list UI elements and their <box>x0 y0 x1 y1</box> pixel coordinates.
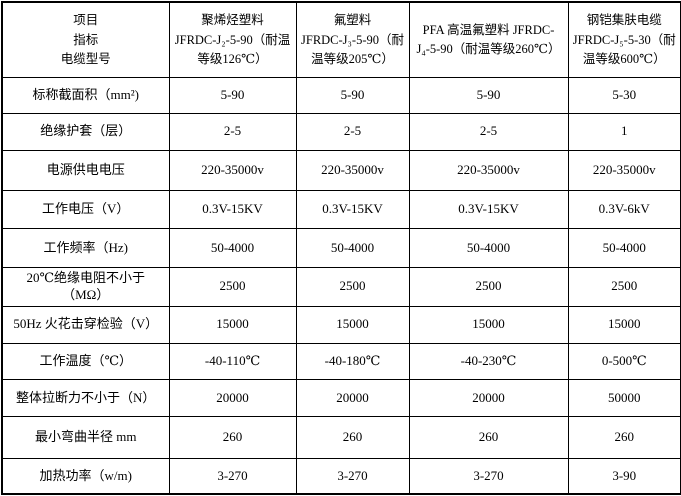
table-row: 工作频率（Hz) 50-4000 50-4000 50-4000 50-4000 <box>1 228 681 269</box>
table-row: 电源供电电压 220-35000v 220-35000v 220-35000v … <box>1 149 681 191</box>
table-row: 50Hz 火花击穿检验（V） 15000 15000 15000 15000 <box>1 305 681 344</box>
value-cell: 50-4000 <box>408 228 569 269</box>
table-row: 绝缘护套（层） 2-5 2-5 2-5 1 <box>1 112 681 151</box>
value-cell: 20000 <box>295 378 410 418</box>
row-label: 20℃绝缘电阻不小于 （MΩ） <box>1 267 170 307</box>
value-cell: 50-4000 <box>295 228 410 269</box>
value-cell: 3-90 <box>567 458 681 495</box>
value-cell: 1 <box>567 112 681 151</box>
row-label: 工作电压（V） <box>1 189 170 230</box>
value-cell: 2500 <box>295 267 410 307</box>
value-cell: 2-5 <box>295 112 410 151</box>
corner-header: 项目 指标 电缆型号 <box>1 1 170 79</box>
value-cell: 2-5 <box>408 112 569 151</box>
row-label: 工作频率（Hz) <box>1 228 170 269</box>
value-cell: 220-35000v <box>567 149 681 191</box>
value-cell: 15000 <box>295 305 410 344</box>
value-cell: 2500 <box>567 267 681 307</box>
table-row: 工作电压（V） 0.3V-15KV 0.3V-15KV 0.3V-15KV 0.… <box>1 189 681 230</box>
column-header-polyolefin: 聚烯烃塑料 JFRDC-J₂-5-90（耐温等级126℃） <box>168 1 297 79</box>
row-label: 50Hz 火花击穿检验（V） <box>1 305 170 344</box>
row-label: 标称截面积（mm²) <box>1 77 170 114</box>
value-cell: 5-90 <box>408 77 569 114</box>
table-row: 最小弯曲半径 mm 260 260 260 260 <box>1 416 681 460</box>
column-header-fluoroplastic: 氟塑料 JFRDC-J₃-5-90（耐温等级205℃） <box>295 1 410 79</box>
table-row: 工作温度（℃） -40-110℃ -40-180℃ -40-230℃ 0-500… <box>1 342 681 380</box>
table-row: 整体拉断力不小于（N） 20000 20000 20000 50000 <box>1 378 681 418</box>
table-row: 标称截面积（mm²) 5-90 5-90 5-90 5-30 <box>1 77 681 114</box>
value-cell: -40-230℃ <box>408 342 569 380</box>
value-cell: 50000 <box>567 378 681 418</box>
value-cell: 260 <box>567 416 681 460</box>
row-label: 加热功率（w/m) <box>1 458 170 495</box>
value-cell: 20000 <box>408 378 569 418</box>
value-cell: 220-35000v <box>168 149 297 191</box>
value-cell: 15000 <box>408 305 569 344</box>
value-cell: 2500 <box>168 267 297 307</box>
value-cell: 220-35000v <box>295 149 410 191</box>
value-cell: 5-30 <box>567 77 681 114</box>
value-cell: 15000 <box>168 305 297 344</box>
value-cell: 0.3V-15KV <box>295 189 410 230</box>
table-row: 加热功率（w/m) 3-270 3-270 3-270 3-90 <box>1 458 681 495</box>
table-header-row: 项目 指标 电缆型号 聚烯烃塑料 JFRDC-J₂-5-90（耐温等级126℃）… <box>1 1 681 79</box>
row-label: 最小弯曲半径 mm <box>1 416 170 460</box>
value-cell: 5-90 <box>168 77 297 114</box>
value-cell: 220-35000v <box>408 149 569 191</box>
value-cell: -40-180℃ <box>295 342 410 380</box>
value-cell: 0.3V-6kV <box>567 189 681 230</box>
column-header-steel-armored: 钢铠集肤电缆 JFRDC-J₅-5-30（耐温等级600℃） <box>567 1 681 79</box>
value-cell: -40-110℃ <box>168 342 297 380</box>
value-cell: 260 <box>168 416 297 460</box>
value-cell: 0.3V-15KV <box>408 189 569 230</box>
table-row: 20℃绝缘电阻不小于 （MΩ） 2500 2500 2500 2500 <box>1 267 681 307</box>
row-label: 电源供电电压 <box>1 149 170 191</box>
row-label: 绝缘护套（层） <box>1 112 170 151</box>
value-cell: 3-270 <box>168 458 297 495</box>
column-header-pfa: PFA 高温氟塑料 JFRDC-J₄-5-90（耐温等级260℃） <box>408 1 569 79</box>
value-cell: 3-270 <box>408 458 569 495</box>
value-cell: 2500 <box>408 267 569 307</box>
value-cell: 0.3V-15KV <box>168 189 297 230</box>
value-cell: 15000 <box>567 305 681 344</box>
row-label: 整体拉断力不小于（N） <box>1 378 170 418</box>
value-cell: 50-4000 <box>168 228 297 269</box>
value-cell: 260 <box>295 416 410 460</box>
value-cell: 2-5 <box>168 112 297 151</box>
value-cell: 0-500℃ <box>567 342 681 380</box>
value-cell: 50-4000 <box>567 228 681 269</box>
row-label: 工作温度（℃） <box>1 342 170 380</box>
value-cell: 260 <box>408 416 569 460</box>
value-cell: 3-270 <box>295 458 410 495</box>
value-cell: 20000 <box>168 378 297 418</box>
value-cell: 5-90 <box>295 77 410 114</box>
